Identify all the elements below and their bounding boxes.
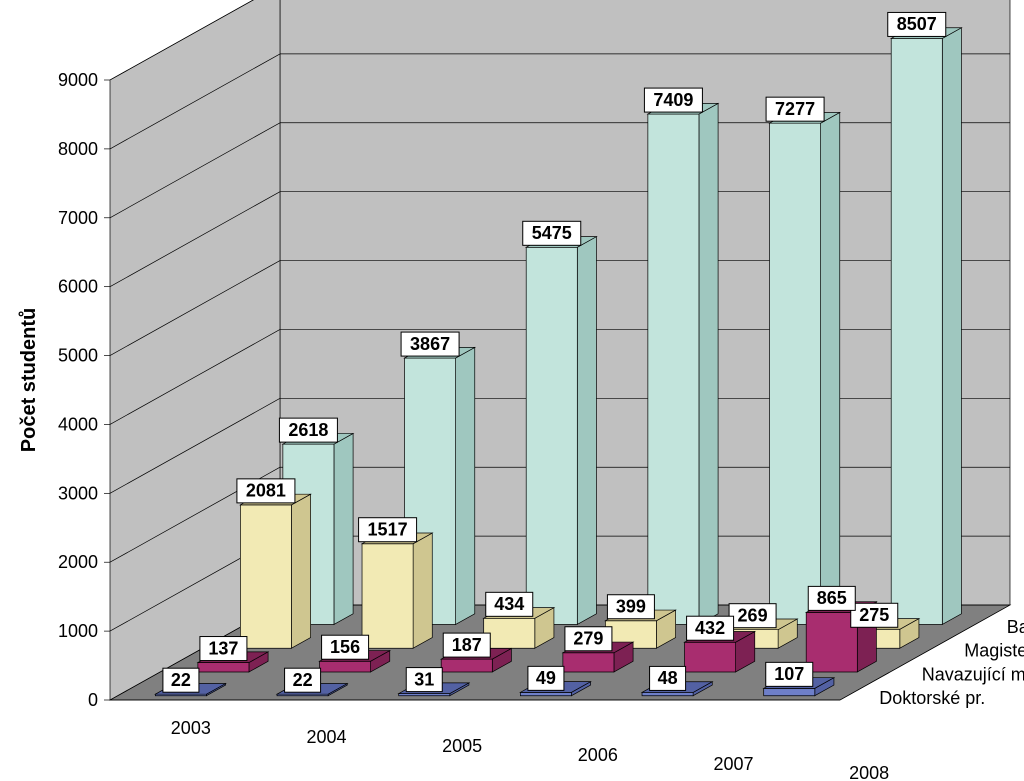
bar-value-label: 1517 [368,519,408,539]
series-label: Bakalářské pr. [1007,617,1024,637]
bar-value-label: 2081 [246,481,286,501]
y-tick-label: 7000 [58,208,98,228]
y-tick-label: 6000 [58,277,98,297]
x-axis-labels: 2003 2004 2005 2006 2007 2008 [171,718,889,781]
bar-value-label: 279 [573,629,603,649]
bar-value-label: 49 [536,668,556,688]
series-label: Magisterské pr. [964,641,1024,661]
x-tick-label: 2004 [306,727,346,747]
bar [362,533,432,648]
x-tick-label: 2006 [578,745,618,765]
bar-value-label: 156 [330,637,360,657]
y-axis-label: Počet studentů [18,308,40,452]
bar [240,494,310,648]
bar-value-label: 432 [695,618,725,638]
bar-value-label: 22 [293,670,313,690]
bar-value-label: 3867 [410,334,450,354]
series-label: Doktorské pr. [879,688,985,708]
y-tick-label: 1000 [58,621,98,641]
y-tick-label: 4000 [58,414,98,434]
bar-value-label: 7409 [653,90,693,110]
y-tick-label: 9000 [58,70,98,90]
bar-value-label: 137 [208,638,238,658]
y-tick-label: 8000 [58,139,98,159]
bar-value-label: 269 [738,605,768,625]
bar-value-label: 187 [452,635,482,655]
x-tick-label: 2008 [849,763,889,781]
bar [891,28,961,625]
bar-value-label: 7277 [775,99,815,119]
y-tick-label: 3000 [58,483,98,503]
bar-value-label: 865 [817,588,847,608]
bar-value-label: 275 [859,605,889,625]
bar-value-label: 8507 [897,14,937,34]
bar-value-label: 5475 [532,223,572,243]
x-tick-label: 2003 [171,718,211,738]
x-tick-label: 2005 [442,736,482,756]
bar-value-label: 107 [774,664,804,684]
bar-value-label: 399 [616,596,646,616]
bar-value-label: 2618 [288,420,328,440]
y-tick-label: 0 [88,690,98,710]
y-tick-label: 2000 [58,552,98,572]
series-label: Navazující mag. pr. [922,664,1024,684]
y-tick-label: 5000 [58,346,98,366]
bar [770,112,840,624]
bar-value-label: 31 [414,669,434,689]
student-count-3d-bar-chart: 0 1000 2000 3000 4000 5000 6000 7000 8000 9000 Poč… [0,0,1024,781]
bar [526,237,596,625]
bar-value-label: 434 [494,594,524,614]
bar-value-label: 48 [658,668,678,688]
x-tick-label: 2007 [713,754,753,774]
bar [648,103,718,624]
bar-value-label: 22 [171,670,191,690]
